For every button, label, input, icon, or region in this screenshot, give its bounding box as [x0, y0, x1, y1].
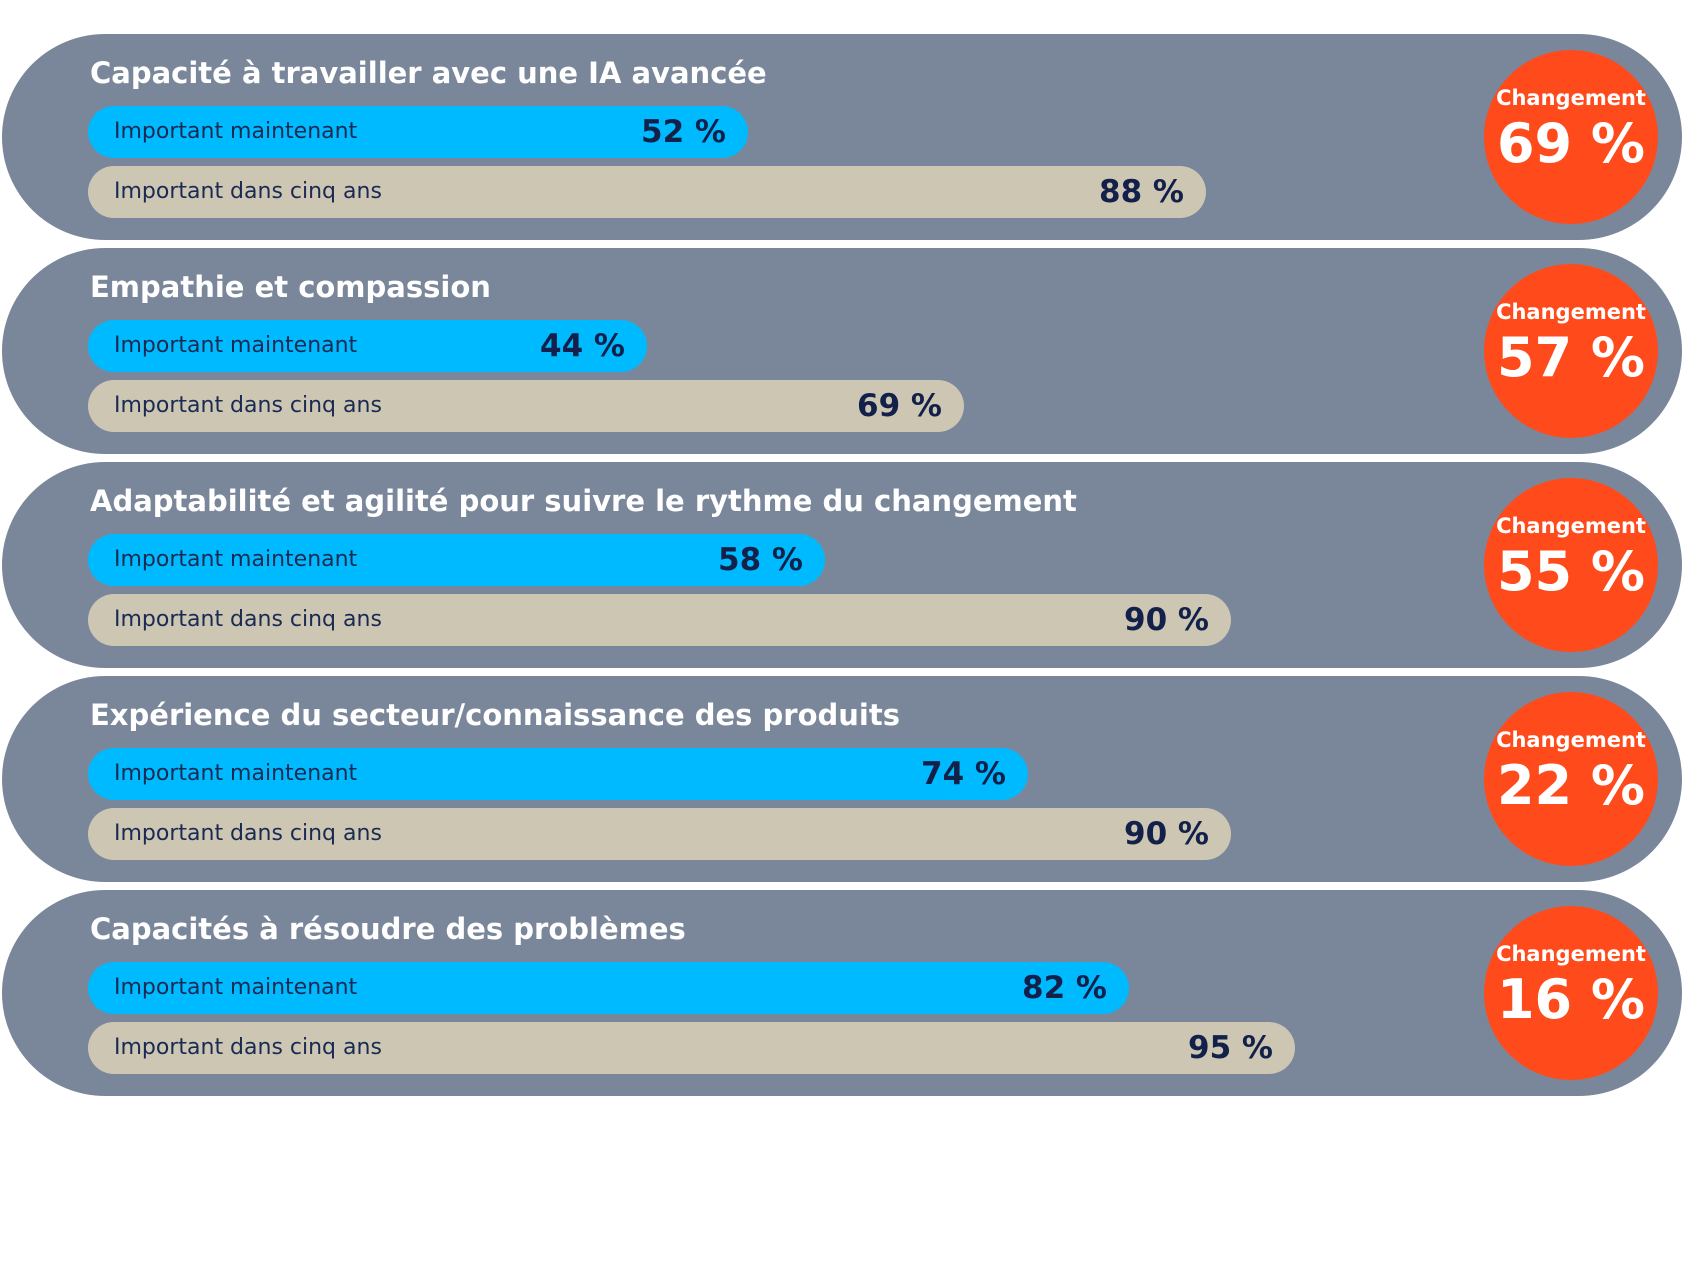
bar-value-label: 90 % — [1124, 602, 1209, 638]
bar-five-years: Important dans cinq ans 69 % — [88, 380, 964, 432]
change-badge: Changement 22 % — [1484, 692, 1658, 866]
bar-series-label: Important maintenant — [114, 761, 358, 786]
change-badge-label: Changement — [1496, 728, 1646, 752]
change-badge-value: 16 % — [1496, 968, 1646, 1031]
bar-now: Important maintenant 52 % — [88, 106, 748, 158]
skill-card: Capacités à résoudre des problèmes Import… — [2, 890, 1682, 1096]
bar-series-label: Important maintenant — [114, 119, 358, 144]
skill-title: Capacité à travailler avec une IA avancé… — [90, 56, 767, 90]
bar-five-years: Important dans cinq ans 95 % — [88, 1022, 1295, 1074]
bar-value-label: 95 % — [1188, 1030, 1273, 1066]
change-badge-value: 69 % — [1496, 112, 1646, 175]
bar-series-label: Important dans cinq ans — [114, 821, 382, 846]
bar-value-label: 88 % — [1099, 174, 1184, 210]
skill-title: Empathie et compassion — [90, 270, 491, 304]
skill-card: Expérience du secteur/connaissance des p… — [2, 676, 1682, 882]
change-badge-label: Changement — [1496, 300, 1646, 324]
change-badge-label: Changement — [1496, 942, 1646, 966]
change-badge: Changement 55 % — [1484, 478, 1658, 652]
skill-title: Adaptabilité et agilité pour suivre le r… — [90, 484, 1077, 518]
bar-series-label: Important dans cinq ans — [114, 607, 382, 632]
bar-now: Important maintenant 74 % — [88, 748, 1028, 800]
change-badge: Changement 69 % — [1484, 50, 1658, 224]
bar-value-label: 58 % — [718, 542, 803, 578]
change-badge: Changement 16 % — [1484, 906, 1658, 1080]
change-badge: Changement 57 % — [1484, 264, 1658, 438]
skill-title: Expérience du secteur/connaissance des p… — [90, 698, 900, 732]
bar-now: Important maintenant 82 % — [88, 962, 1129, 1014]
bar-five-years: Important dans cinq ans 90 % — [88, 594, 1231, 646]
bar-series-label: Important maintenant — [114, 547, 358, 572]
skill-title: Capacités à résoudre des problèmes — [90, 912, 686, 946]
bar-series-label: Important dans cinq ans — [114, 179, 382, 204]
bar-value-label: 74 % — [921, 756, 1006, 792]
bar-now: Important maintenant 44 % — [88, 320, 647, 372]
skill-card: Capacité à travailler avec une IA avancé… — [2, 34, 1682, 240]
bar-five-years: Important dans cinq ans 88 % — [88, 166, 1206, 218]
bar-now: Important maintenant 58 % — [88, 534, 825, 586]
change-badge-value: 55 % — [1496, 540, 1646, 603]
change-badge-label: Changement — [1496, 86, 1646, 110]
skill-card: Adaptabilité et agilité pour suivre le r… — [2, 462, 1682, 668]
bar-value-label: 52 % — [641, 114, 726, 150]
bar-value-label: 82 % — [1022, 970, 1107, 1006]
bar-value-label: 90 % — [1124, 816, 1209, 852]
bar-series-label: Important maintenant — [114, 333, 358, 358]
skill-card: Empathie et compassion Important maintena… — [2, 248, 1682, 454]
change-badge-label: Changement — [1496, 514, 1646, 538]
bar-five-years: Important dans cinq ans 90 % — [88, 808, 1231, 860]
change-badge-value: 22 % — [1496, 754, 1646, 817]
bar-value-label: 44 % — [540, 328, 625, 364]
change-badge-value: 57 % — [1496, 326, 1646, 389]
bar-series-label: Important maintenant — [114, 975, 358, 1000]
bar-series-label: Important dans cinq ans — [114, 1035, 382, 1060]
bar-series-label: Important dans cinq ans — [114, 393, 382, 418]
bar-value-label: 69 % — [857, 388, 942, 424]
